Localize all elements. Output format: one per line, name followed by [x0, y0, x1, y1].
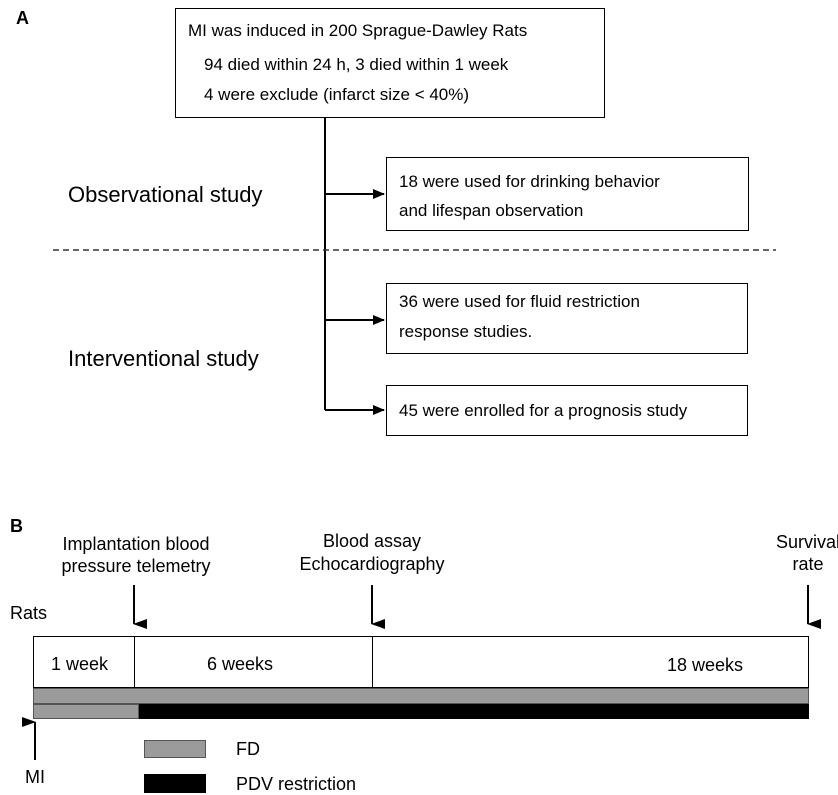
drinking-line-1: 18 were used for drinking behavior [399, 172, 660, 191]
pdv-restriction-bar [139, 704, 809, 719]
event-survival-line-2: rate [792, 554, 824, 574]
event-implantation-label: Implantation blood pressure telemetry [54, 533, 218, 577]
event-survival-line-1: Survival [775, 532, 838, 552]
mi-label: MI [25, 767, 45, 787]
drinking-line-2: and lifespan observation [399, 201, 584, 220]
enrollment-line-2: 94 died within 24 h, 3 died within 1 wee… [204, 55, 509, 74]
timeline-box: 1 week 6 weeks 18 weeks [33, 636, 809, 689]
drinking-behavior-box: 18 were used for drinking behavior and l… [386, 157, 749, 231]
interventional-study-label: Interventional study [68, 346, 259, 371]
rats-label: Rats [10, 603, 48, 623]
fluid-line-1: 36 were used for fluid restriction [399, 292, 640, 311]
legend-fd-swatch [144, 740, 206, 758]
enrollment-line-1: MI was induced in 200 Sprague-Dawley Rat… [188, 21, 528, 40]
timeline-divider-2 [372, 637, 373, 689]
prognosis-box: 45 were enrolled for a prognosis study [386, 385, 748, 436]
timeline-divider-1 [134, 637, 135, 689]
segment-1-week: 1 week [51, 654, 109, 674]
event-survival-label: Survival rate [753, 531, 838, 575]
segment-6-weeks: 6 weeks [207, 654, 274, 674]
event-implantation-line-1: Implantation blood [62, 534, 210, 554]
prognosis-line-1: 45 were enrolled for a prognosis study [399, 401, 688, 420]
panel-b-label: B [10, 516, 23, 536]
observational-study-label: Observational study [68, 182, 263, 207]
legend-fd-label: FD [236, 739, 260, 759]
legend-pdv-label: PDV restriction [236, 774, 357, 794]
event-blood-label: Blood assay Echocardiography [292, 530, 452, 576]
fd-bar-first-week [33, 704, 139, 719]
fluid-line-2: response studies. [399, 322, 533, 341]
enrollment-line-3: 4 were exclude (infarct size < 40%) [204, 85, 470, 104]
event-blood-line-2: Echocardiography [299, 554, 445, 574]
legend-pdv-swatch [144, 774, 206, 793]
fd-bar-full [33, 688, 809, 704]
enrollment-box: MI was induced in 200 Sprague-Dawley Rat… [175, 8, 605, 118]
event-implantation-line-2: pressure telemetry [61, 556, 211, 576]
panel-a-label: A [16, 8, 29, 28]
fluid-restriction-box: 36 were used for fluid restriction respo… [386, 283, 748, 354]
segment-18-weeks: 18 weeks [667, 655, 744, 675]
event-blood-line-1: Blood assay [322, 531, 422, 551]
